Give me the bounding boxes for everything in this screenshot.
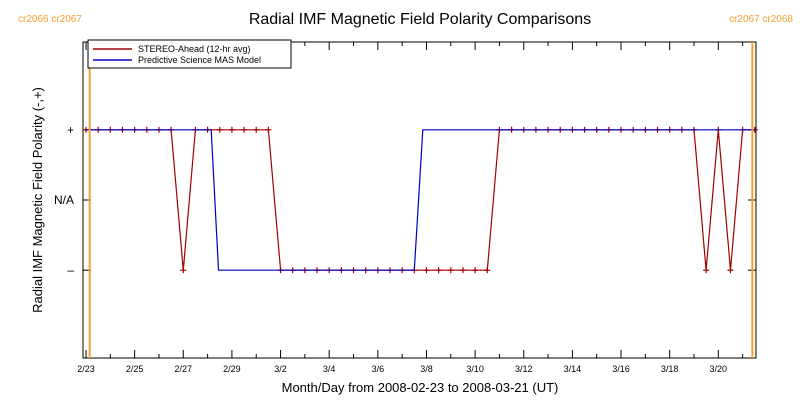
series-0-point	[727, 267, 734, 274]
x-tick-label-4: 3/2	[274, 364, 287, 374]
series-0-point	[484, 267, 491, 274]
x-tick-label-6: 3/6	[372, 364, 385, 374]
series-0-point	[253, 126, 260, 133]
series-line-1	[86, 129, 756, 271]
series-0-point	[180, 267, 187, 274]
series-0-point	[447, 267, 454, 274]
x-ticks: 2/23 2/25 2/27 2/29 3/2 3/4 3/6 3/8 3/10 3/12 3/14…	[77, 42, 744, 374]
series-0-point	[703, 267, 710, 274]
x-tick-label-3: 2/29	[223, 364, 241, 374]
series-0-point	[472, 267, 479, 274]
x-tick-label-9: 3/12	[515, 364, 533, 374]
x-tick-label-10: 3/14	[564, 364, 582, 374]
y-tick-label-0: +	[67, 123, 74, 137]
x-tick-label-8: 3/10	[466, 364, 484, 374]
legend: STEREO-Ahead (12-hr avg)Predictive Scien…	[87, 39, 292, 69]
series-0-point	[216, 126, 223, 133]
series-0-point	[228, 126, 235, 133]
cr-label-1: cr2067 cr2068	[729, 14, 793, 25]
y-ticks: + N/A –	[54, 123, 756, 277]
x-tick-label-7: 3/8	[420, 364, 433, 374]
x-tick-label-5: 3/4	[323, 364, 336, 374]
series-0-point	[423, 267, 430, 274]
legend-box	[87, 39, 292, 69]
legend-label-1: Predictive Science MAS Model	[138, 55, 261, 65]
series-0-point	[265, 126, 272, 133]
series-0-point	[459, 267, 466, 274]
x-tick-label-13: 3/20	[710, 364, 728, 374]
x-tick-label-1: 2/25	[126, 364, 144, 374]
plot-frame	[82, 41, 757, 359]
y-axis-label: Radial IMF Magnetic Field Polarity (-,+)	[30, 87, 45, 313]
series-layer	[83, 126, 758, 274]
x-tick-label-11: 3/16	[612, 364, 630, 374]
series-0-point	[241, 126, 248, 133]
x-axis-label: Month/Day from 2008-02-23 to 2008-03-21 …	[282, 380, 559, 395]
x-tick-label-12: 3/18	[661, 364, 679, 374]
x-tick-label-2: 2/27	[175, 364, 193, 374]
chart-title: Radial IMF Magnetic Field Polarity Compa…	[249, 11, 591, 28]
cr-label-0: cr2066 cr2067	[18, 14, 82, 25]
legend-label-0: STEREO-Ahead (12-hr avg)	[138, 44, 251, 54]
y-tick-label-2: –	[67, 263, 74, 277]
series-line-0	[86, 129, 755, 271]
series-0-point	[435, 267, 442, 274]
y-tick-label-1: N/A	[54, 193, 74, 207]
x-tick-label-0: 2/23	[77, 364, 95, 374]
carrington-markers: cr2066 cr2067 cr2067 cr2068	[18, 14, 793, 358]
